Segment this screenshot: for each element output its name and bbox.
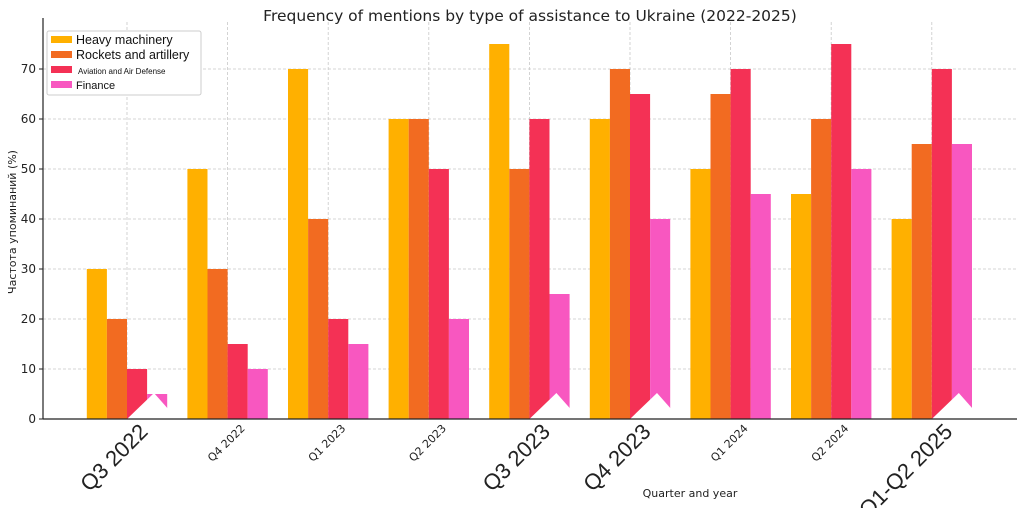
bar-rockets-and-artillery-q1-2024 (710, 94, 731, 419)
x-tick-label: Q1 2023 (306, 422, 349, 465)
y-axis-label: Частота упоминаний (%) (6, 150, 19, 294)
bar-finance-q1-2023 (348, 344, 369, 419)
bar-aviation-and-air-defense-q4-2022 (227, 344, 248, 419)
bar-heavy-machinery-q1-2023 (288, 69, 309, 419)
y-tick-label: 30 (21, 262, 36, 276)
bar-finance-q2-2024 (851, 169, 872, 419)
bar-heavy-machinery-q2-2024 (791, 194, 812, 419)
bar-heavy-machinery-q4-2023 (589, 119, 610, 419)
bar-heavy-machinery-q3-2022 (86, 269, 107, 419)
bar-heavy-machinery-q4-2022 (187, 169, 208, 419)
bar-rockets-and-artillery-q4-2022 (207, 269, 228, 419)
y-tick-label: 70 (21, 62, 36, 76)
legend-box (46, 30, 202, 96)
bar-rockets-and-artillery-q3-2023 (509, 169, 530, 419)
x-tick-label: Q2 2024 (809, 422, 852, 465)
bar-heavy-machinery-q1-2024 (690, 169, 711, 419)
y-tick-label: 0 (28, 412, 36, 426)
bar-rockets-and-artillery-q1-2023 (308, 219, 329, 419)
bar-rockets-and-artillery-q1-q2-2025 (911, 144, 932, 419)
legend-label: Rockets and artillery (76, 48, 190, 62)
legend-label: Heavy machinery (76, 33, 173, 47)
x-tick-label: Q3 2023 (478, 419, 555, 496)
bar-finance-q3-2023 (549, 294, 570, 419)
bar-aviation-and-air-defense-q1-2024 (730, 69, 751, 419)
bar-heavy-machinery-q3-2023 (489, 44, 510, 419)
bar-finance-q1-2024 (750, 194, 771, 419)
bar-aviation-and-air-defense-q3-2023 (529, 119, 550, 419)
x-tick-label: Q2 2023 (406, 422, 449, 465)
bar-aviation-and-air-defense-q2-2024 (831, 44, 852, 419)
bar-aviation-and-air-defense-q2-2023 (428, 169, 449, 419)
legend-swatch (51, 51, 72, 58)
legend-swatch (51, 66, 72, 73)
legend-swatch (51, 81, 72, 88)
bar-rockets-and-artillery-q2-2024 (811, 119, 832, 419)
x-tick-label: Q3 2022 (75, 419, 152, 496)
y-tick-label: 60 (21, 112, 36, 126)
chart-title: Frequency of mentions by type of assista… (263, 7, 797, 25)
legend-swatch (51, 36, 72, 43)
bar-aviation-and-air-defense-q4-2023 (630, 94, 651, 419)
y-tick-label: 10 (21, 362, 36, 376)
bar-rockets-and-artillery-q3-2022 (106, 319, 127, 419)
legend-label: Aviation and Air Defense (78, 67, 166, 76)
x-tick-label: Q1 2024 (708, 422, 751, 465)
bar-finance-q4-2023 (650, 219, 671, 419)
bar-aviation-and-air-defense-q1-q2-2025 (931, 69, 952, 419)
bar-heavy-machinery-q2-2023 (388, 119, 409, 419)
label-backdrop (931, 393, 982, 421)
y-tick-label: 20 (21, 312, 36, 326)
bar-heavy-machinery-q1-q2-2025 (891, 219, 912, 419)
y-tick-label: 50 (21, 162, 36, 176)
label-backdrop (127, 393, 177, 421)
bar-finance-q2-2023 (448, 319, 469, 419)
bar-rockets-and-artillery-q4-2023 (609, 69, 630, 419)
label-backdrop (630, 393, 680, 421)
bar-aviation-and-air-defense-q1-2023 (328, 319, 349, 419)
x-tick-label: Q1-Q2 2025 (854, 419, 957, 508)
bar-finance-q4-2022 (247, 369, 268, 419)
x-axis-label: Quarter and year (643, 487, 738, 500)
bar-finance-q1-q2-2025 (951, 144, 972, 419)
x-tick-label: Q4 2022 (205, 422, 248, 465)
bar-rockets-and-artillery-q2-2023 (408, 119, 429, 419)
legend-label: Finance (76, 80, 115, 92)
label-backdrop (529, 393, 580, 421)
y-tick-label: 40 (21, 212, 36, 226)
x-tick-label: Q4 2023 (578, 419, 655, 496)
